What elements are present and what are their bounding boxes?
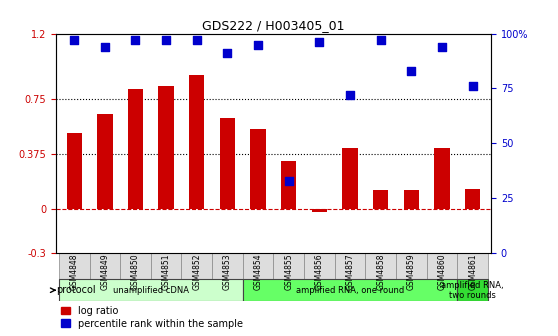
FancyBboxPatch shape (396, 253, 427, 279)
Point (315, 40, 324, 45)
Text: amplified RNA,
two rounds: amplified RNA, two rounds (441, 281, 504, 300)
Text: GSM4848: GSM4848 (70, 254, 79, 290)
Text: amplified RNA, one round: amplified RNA, one round (296, 286, 404, 295)
FancyBboxPatch shape (89, 253, 120, 279)
Point (345, 92, 354, 98)
Text: unamplified cDNA: unamplified cDNA (113, 286, 189, 295)
Text: GSM4853: GSM4853 (223, 254, 232, 291)
FancyBboxPatch shape (243, 279, 458, 301)
Bar (465, 188, 480, 209)
Text: GSM4850: GSM4850 (131, 254, 140, 291)
Point (437, 44, 446, 49)
Point (162, 38, 171, 43)
FancyBboxPatch shape (243, 253, 273, 279)
Point (223, 51, 232, 56)
Point (376, 38, 385, 43)
FancyBboxPatch shape (365, 253, 396, 279)
Bar (373, 190, 388, 209)
Text: GSM4854: GSM4854 (253, 254, 263, 291)
FancyBboxPatch shape (458, 253, 488, 279)
Text: GSM4856: GSM4856 (315, 254, 324, 291)
Bar (312, 209, 327, 212)
Point (284, 178, 293, 183)
Bar (403, 190, 419, 209)
FancyBboxPatch shape (120, 253, 151, 279)
Text: GSM4852: GSM4852 (193, 254, 201, 290)
Text: GSM4858: GSM4858 (376, 254, 385, 290)
FancyBboxPatch shape (458, 279, 488, 301)
Bar (251, 129, 266, 209)
Bar (189, 75, 204, 209)
Point (407, 68, 416, 74)
Bar (66, 133, 82, 209)
Text: GSM4861: GSM4861 (468, 254, 477, 290)
FancyBboxPatch shape (335, 253, 365, 279)
Text: GSM4851: GSM4851 (162, 254, 171, 290)
Point (70, 38, 79, 43)
FancyBboxPatch shape (181, 253, 212, 279)
Text: GSM4860: GSM4860 (437, 254, 446, 291)
Point (193, 38, 201, 43)
FancyBboxPatch shape (212, 253, 243, 279)
Point (100, 44, 109, 49)
Text: GSM4855: GSM4855 (284, 254, 294, 291)
Text: GSM4857: GSM4857 (345, 254, 354, 291)
Bar (281, 161, 296, 209)
FancyBboxPatch shape (304, 253, 335, 279)
FancyBboxPatch shape (59, 279, 243, 301)
Text: protocol: protocol (56, 285, 96, 295)
FancyBboxPatch shape (427, 253, 458, 279)
Bar (220, 118, 235, 209)
Bar (434, 148, 450, 209)
Text: GSM4859: GSM4859 (407, 254, 416, 291)
Title: GDS222 / H003405_01: GDS222 / H003405_01 (202, 19, 345, 33)
FancyBboxPatch shape (273, 253, 304, 279)
Bar (97, 114, 113, 209)
Bar (343, 148, 358, 209)
Point (468, 84, 477, 89)
Point (131, 38, 140, 43)
Bar (128, 89, 143, 209)
Text: GSM4849: GSM4849 (100, 254, 109, 291)
Bar (158, 86, 174, 209)
Legend: log ratio, percentile rank within the sample: log ratio, percentile rank within the sa… (61, 306, 243, 329)
FancyBboxPatch shape (59, 253, 89, 279)
Point (254, 42, 263, 47)
FancyBboxPatch shape (151, 253, 181, 279)
